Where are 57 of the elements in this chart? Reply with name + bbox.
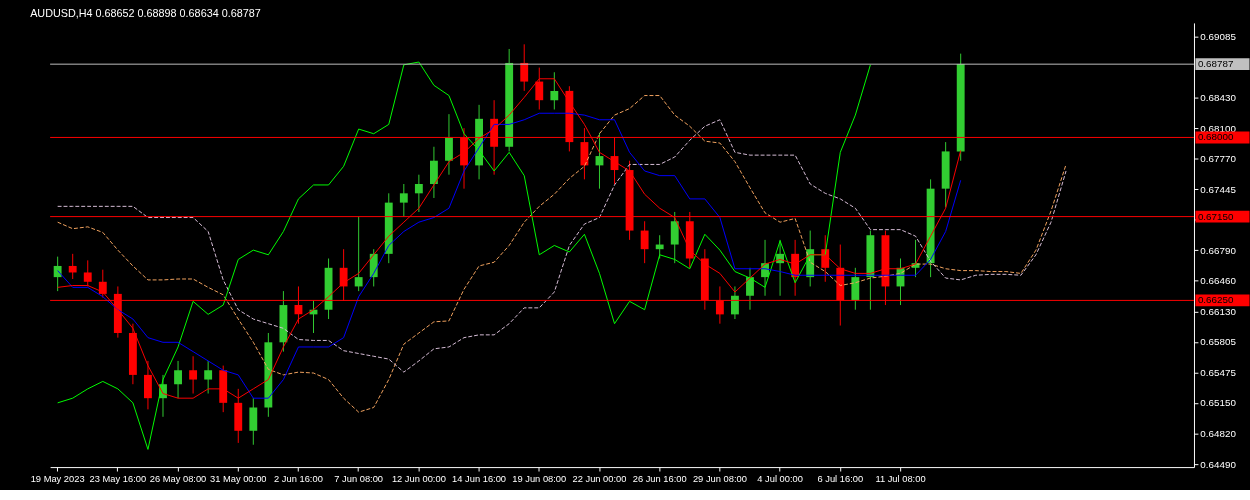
x-tick-label: 22 Jun 00:00 — [572, 474, 627, 485]
candlestick — [429, 146, 438, 199]
x-tick-label: 26 Jun 16:00 — [632, 474, 687, 485]
candlestick — [414, 174, 423, 213]
candlestick — [53, 256, 62, 292]
candlestick — [174, 360, 182, 399]
candlestick — [520, 43, 529, 92]
candlestick — [550, 71, 559, 110]
y-tick-label: 0.64820 — [1200, 428, 1237, 440]
x-tick-label: 31 May 00:00 — [209, 474, 267, 485]
candlestick — [731, 285, 739, 320]
candlestick — [83, 259, 92, 287]
ref-line-label: 0.68787 — [1197, 58, 1234, 70]
candlestick — [354, 216, 363, 292]
x-tick-label: 26 May 08:00 — [149, 474, 207, 485]
x-tick-label: 4 Jul 00:00 — [757, 474, 803, 485]
x-tick-label: 19 Jun 08:00 — [512, 474, 567, 485]
x-tick-label: 12 Jun 00:00 — [391, 474, 446, 485]
candlestick — [746, 267, 754, 311]
candlestick — [445, 113, 453, 176]
ref-line-label: 0.66250 — [1197, 294, 1234, 306]
line-series — [57, 61, 871, 450]
candlestick — [98, 269, 107, 299]
candlestick — [670, 211, 679, 264]
y-tick-label: 0.66460 — [1200, 275, 1237, 287]
ref-line-label: 0.68000 — [1197, 131, 1234, 143]
chart-title: AUDUSD,H4 0.68652 0.68898 0.68634 0.68787 — [30, 7, 261, 20]
y-tick-label: 0.69085 — [1200, 30, 1237, 42]
y-tick-label: 0.67445 — [1200, 183, 1237, 195]
x-tick-label: 19 May 2023 — [30, 474, 85, 485]
x-tick-label: 7 Jun 08:00 — [334, 474, 384, 485]
candlestick — [68, 253, 77, 280]
y-tick-label: 0.68430 — [1200, 91, 1237, 103]
y-tick-label: 0.65805 — [1200, 336, 1237, 348]
candlestick — [204, 360, 213, 395]
x-tick-label: 2 Jun 16:00 — [274, 474, 323, 485]
candlestick — [189, 355, 198, 395]
y-tick-label: 0.66790 — [1200, 244, 1237, 256]
y-tick-label: 0.67770 — [1200, 153, 1237, 165]
candlestick — [851, 267, 860, 311]
x-tick-label: 29 Jun 08:00 — [692, 474, 747, 485]
y-tick-label: 0.68100 — [1200, 122, 1237, 134]
y-tick-label: 0.66130 — [1200, 306, 1237, 318]
line-series — [57, 119, 1067, 373]
y-tick-label: 0.64490 — [1200, 458, 1237, 470]
y-tick-label: 0.65150 — [1200, 397, 1237, 409]
x-tick-label: 6 Jul 16:00 — [817, 474, 864, 485]
candlestick — [640, 220, 649, 264]
y-tick-label: 0.65475 — [1200, 367, 1237, 379]
candlestick — [821, 234, 830, 283]
candlestick — [399, 183, 408, 218]
candlestick — [249, 397, 258, 446]
ref-line-label: 0.67150 — [1197, 210, 1234, 222]
x-tick-label: 11 Jul 08:00 — [875, 474, 926, 485]
line-series — [57, 95, 1067, 413]
x-tick-label: 23 May 16:00 — [89, 474, 147, 485]
x-tick-label: 14 Jun 16:00 — [452, 474, 507, 485]
